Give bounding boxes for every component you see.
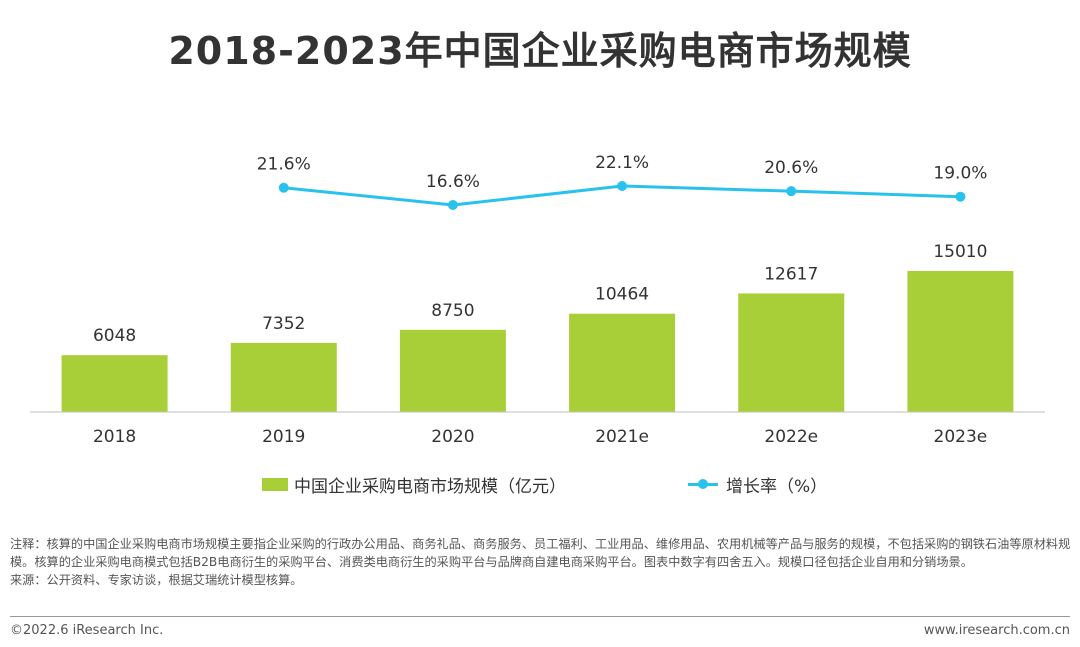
bar-value-label-2023e: 15010: [933, 242, 987, 262]
bar-2019: [230, 342, 337, 412]
x-tick-label-2019: 2019: [262, 427, 305, 447]
footer-url[interactable]: www.iresearch.com.cn: [923, 623, 1070, 638]
growth-point-2023e: [955, 191, 966, 202]
bar-value-label-2020: 8750: [431, 301, 474, 321]
legend-line-label: 增长率（%）: [726, 476, 828, 497]
copyright-text: ©2022.6 iResearch Inc.: [10, 623, 164, 638]
legend-bar-label: 中国企业采购电商市场规模（亿元）: [294, 476, 566, 497]
growth-label-2023e: 19.0%: [933, 164, 987, 184]
growth-label-2020: 16.6%: [426, 172, 480, 192]
x-tick-label-2021e: 2021e: [595, 427, 649, 447]
note-text: 注释：核算的中国企业采购电商市场规模主要指企业采购的行政办公用品、商务礼品、商务…: [10, 537, 1071, 569]
growth-point-2021e: [617, 181, 628, 191]
footer-divider: [10, 616, 1070, 617]
x-tick-label-2020: 2020: [431, 427, 474, 447]
chart-svg: 6048 2018 7352 2019 8750 2020 10464 2021e 12617 2…: [30, 153, 1045, 447]
bar-2021e: [569, 313, 676, 412]
bar-2022e: [738, 293, 845, 412]
growth-label-2019: 21.6%: [257, 155, 311, 175]
growth-point-2020: [447, 200, 458, 210]
legend-item-line: 增长率（%）: [688, 471, 827, 497]
growth-point-2022e: [786, 186, 797, 197]
bar-value-label-2018: 6048: [93, 326, 136, 346]
bar-value-label-2019: 7352: [262, 314, 305, 334]
chart-title: 2018-2023年中国企业采购电商市场规模: [168, 29, 912, 73]
source-text: 来源：公开资料、专家访谈，根据艾瑞统计模型核算。: [10, 573, 303, 587]
x-tick-label-2022e: 2022e: [764, 427, 818, 447]
x-tick-label-2023e: 2023e: [934, 427, 988, 447]
bar-value-label-2022e: 12617: [764, 264, 818, 284]
bar-2020: [399, 329, 506, 412]
legend-item-bar: 中国企业采购电商市场规模（亿元）: [262, 471, 566, 497]
bar-2018: [61, 355, 168, 412]
growth-label-2021e: 22.1%: [595, 153, 649, 173]
bar-2023e: [907, 271, 1014, 412]
chart-notes: 注释：核算的中国企业采购电商市场规模主要指企业采购的行政办公用品、商务礼品、商务…: [10, 535, 1072, 589]
x-tick-label-2018: 2018: [93, 427, 136, 447]
growth-label-2022e: 20.6%: [764, 158, 818, 178]
legend-bar-swatch: [262, 477, 288, 491]
bar-value-label-2021e: 10464: [595, 285, 649, 305]
legend-line-swatch: [688, 478, 718, 489]
growth-point-2019: [278, 182, 289, 193]
